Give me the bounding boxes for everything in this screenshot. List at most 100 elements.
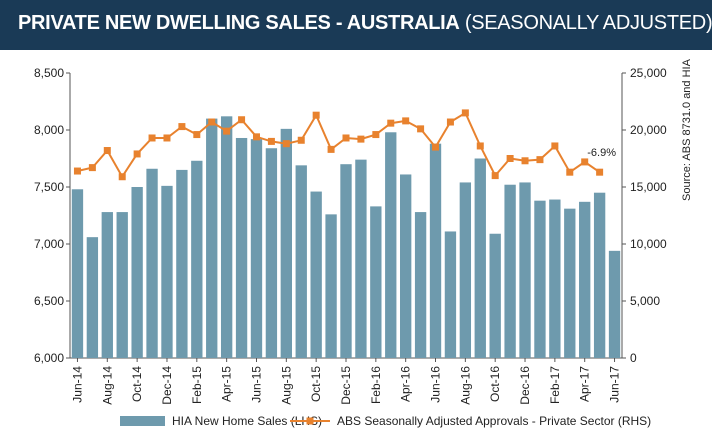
line-point	[402, 117, 410, 125]
line-point	[372, 131, 380, 139]
right-tick-label: 5,000	[630, 294, 660, 308]
bar	[340, 164, 352, 358]
line-point	[178, 123, 186, 131]
line-point	[476, 142, 484, 150]
line-point	[461, 109, 469, 117]
line-point	[238, 116, 246, 124]
bar	[86, 237, 99, 358]
x-tick-label: Apr-15	[220, 366, 234, 402]
bar	[400, 174, 412, 358]
bar	[176, 169, 188, 358]
left-tick-label: 7,000	[34, 237, 64, 251]
line-point	[118, 173, 126, 181]
line-point	[387, 119, 395, 127]
line-point	[596, 168, 604, 176]
bar	[295, 165, 307, 358]
line-point	[103, 147, 111, 155]
line-point	[133, 150, 141, 158]
line-point	[417, 125, 425, 133]
line-point	[566, 168, 574, 176]
annotation-label: -6.9%	[587, 147, 616, 159]
line-point	[148, 134, 156, 142]
x-tick-label: Aug-16	[458, 366, 472, 405]
bar	[608, 250, 621, 358]
bar	[146, 168, 158, 358]
chart-title-main: PRIVATE NEW DWELLING SALES - AUSTRALIA	[18, 12, 460, 34]
source-label: Source: ABS 8731.0 and HIA	[681, 58, 693, 201]
line-point	[223, 127, 231, 135]
x-tick-label: Jun-17	[608, 366, 622, 403]
bar	[101, 212, 113, 358]
x-tick-label: Oct-15	[309, 366, 323, 402]
line-point	[521, 157, 529, 165]
x-tick-label: Jun-14	[70, 366, 84, 403]
bar	[489, 233, 501, 358]
x-tick-label: Apr-16	[399, 366, 413, 402]
x-tick-label: Aug-15	[279, 366, 293, 405]
line-point	[581, 158, 589, 166]
bar	[206, 118, 218, 358]
bar	[325, 214, 337, 358]
legend-bar-label: HIA New Home Sales (LHS)	[172, 414, 322, 428]
line-point	[282, 140, 290, 148]
bar	[355, 159, 367, 358]
line-point	[297, 136, 305, 144]
line-point	[357, 135, 365, 143]
bar	[235, 137, 248, 358]
line-point	[342, 134, 350, 142]
approvals-line	[77, 111, 601, 179]
bar	[220, 116, 233, 358]
bar	[534, 200, 546, 358]
x-tick-label: Oct-14	[130, 366, 144, 402]
x-tick-label: Feb-15	[190, 366, 204, 404]
right-tick-label: 10,000	[630, 237, 667, 251]
x-tick-label: Dec-16	[518, 366, 532, 405]
line-point	[88, 164, 96, 172]
bar	[504, 184, 516, 358]
right-tick-label: 0	[630, 351, 637, 365]
bar	[459, 182, 472, 358]
line-point	[208, 118, 216, 126]
line-point	[267, 137, 275, 145]
right-tick-label: 15,000	[630, 180, 667, 194]
left-tick-label: 6,000	[34, 351, 64, 365]
bar	[519, 182, 531, 358]
bar	[370, 206, 382, 358]
bar	[250, 139, 263, 358]
bar	[385, 132, 397, 358]
line-point	[506, 155, 514, 162]
line-point	[163, 134, 171, 142]
legend-bar-swatch	[120, 416, 165, 426]
legend-line-label: ABS Seasonally Adjusted Approvals - Priv…	[337, 414, 651, 428]
line-point	[312, 111, 320, 119]
line-point	[327, 145, 335, 153]
left-tick-label: 6,500	[34, 294, 64, 308]
x-tick-label: Jun-16	[429, 366, 443, 403]
line-point	[73, 167, 81, 175]
x-tick-label: Aug-14	[100, 366, 114, 405]
bar	[265, 148, 278, 358]
bar	[191, 160, 203, 358]
right-tick-label: 20,000	[630, 123, 667, 137]
legend-line-marker	[306, 417, 314, 425]
x-tick-label: Apr-17	[578, 366, 592, 402]
line-point	[491, 172, 499, 180]
line-point	[432, 143, 440, 151]
bar	[549, 199, 561, 358]
bar	[444, 231, 457, 358]
bar	[579, 201, 591, 358]
bar	[131, 187, 143, 358]
chart-title: PRIVATE NEW DWELLING SALES - AUSTRALIA (…	[18, 12, 712, 35]
bar	[161, 185, 173, 358]
x-tick-label: Dec-15	[339, 366, 353, 405]
x-tick-label: Feb-16	[369, 366, 383, 404]
bar	[593, 192, 606, 358]
line-point	[252, 133, 260, 141]
bar	[310, 191, 322, 358]
bar	[429, 143, 442, 358]
x-tick-label: Feb-17	[548, 366, 562, 404]
line-point	[446, 118, 454, 126]
line-point	[193, 131, 201, 139]
bar	[564, 208, 576, 358]
